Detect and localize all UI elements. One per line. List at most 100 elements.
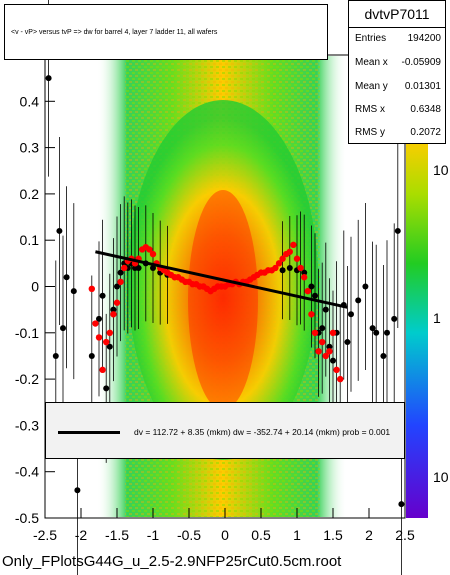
black-marker <box>45 75 52 82</box>
x-tick-label: -1 <box>147 527 160 543</box>
y-tick-label: -0.2 <box>15 371 39 387</box>
red-marker <box>286 248 293 255</box>
red-marker <box>301 274 308 281</box>
black-marker <box>103 385 110 392</box>
red-marker <box>110 311 117 318</box>
red-marker <box>308 311 315 318</box>
black-marker <box>96 315 102 322</box>
stats-row-rms-x: RMS x 0.6348 <box>355 104 441 115</box>
y-tick-label: 0 <box>31 279 39 295</box>
black-marker <box>63 274 70 281</box>
black-marker <box>348 311 354 318</box>
red-marker <box>319 338 326 346</box>
red-marker <box>272 264 279 272</box>
black-marker <box>150 264 156 271</box>
black-marker <box>56 227 63 234</box>
fit-legend-box: dv = 112.72 + 8.35 (mkm) dw = -352.74 + … <box>45 402 405 459</box>
red-marker <box>293 255 301 262</box>
red-profile-markers <box>88 241 344 383</box>
red-marker <box>92 320 99 327</box>
red-marker <box>333 366 340 374</box>
y-tick-label: 0.1 <box>20 232 40 248</box>
black-marker <box>391 315 398 322</box>
red-marker <box>322 352 329 360</box>
black-marker <box>70 288 77 295</box>
red-marker <box>113 299 121 306</box>
y-tick-label: -0.4 <box>15 464 39 480</box>
red-marker <box>337 375 344 383</box>
black-marker <box>110 306 117 313</box>
x-tick-label: 2 <box>365 527 373 543</box>
stats-label: Mean y <box>355 81 388 92</box>
fit-line <box>95 250 348 309</box>
title-box: <v - vP> versus tvP => dw for barrel 4, … <box>4 4 328 60</box>
black-marker <box>74 487 81 494</box>
x-tick-label: 0.5 <box>251 527 271 543</box>
black-marker <box>326 343 333 350</box>
black-marker <box>398 501 405 508</box>
red-marker <box>304 287 311 295</box>
x-tick-label: 1 <box>293 527 301 543</box>
y-tick-label: -0.3 <box>15 417 39 433</box>
y-tick-label: -0.1 <box>15 325 39 341</box>
black-marker <box>373 329 380 336</box>
stats-box: dvtvP7011 Entries 194200 Mean x -0.05909… <box>348 0 446 144</box>
z-color-scale <box>406 55 428 518</box>
stats-value: 0.6348 <box>410 104 441 115</box>
x-tick-label: -2 <box>75 527 88 543</box>
red-marker <box>149 250 157 258</box>
red-marker <box>103 338 110 346</box>
black-marker <box>344 339 351 346</box>
black-marker <box>88 352 95 359</box>
stats-label: RMS y <box>355 127 385 138</box>
black-marker <box>394 227 401 234</box>
red-marker <box>88 285 96 293</box>
black-marker <box>312 292 318 299</box>
red-marker <box>297 264 304 272</box>
stats-row-mean-y: Mean y 0.01301 <box>355 81 441 92</box>
x-tick-label: -0.5 <box>177 527 201 543</box>
stats-label: Mean x <box>355 57 388 68</box>
black-marker <box>355 297 362 304</box>
y-tick-label: 0.3 <box>20 140 40 156</box>
red-marker <box>117 278 124 286</box>
stats-value: 194200 <box>407 33 441 44</box>
black-marker <box>384 329 390 336</box>
red-marker <box>279 255 286 262</box>
red-marker <box>311 329 319 336</box>
y-tick-label: 0.2 <box>20 186 40 202</box>
black-marker <box>117 269 124 276</box>
stats-value: 0.01301 <box>404 81 441 92</box>
axis-ticks: -2.5 -2 -1.5 -1 -0.5 0 0.5 1 1.5 2 2.5 -0.5 -0.4 -0.3… <box>15 93 449 543</box>
black-marker <box>52 352 59 359</box>
y-tick-label: 0.4 <box>20 93 40 109</box>
red-marker <box>121 264 128 272</box>
stats-title: dvtvP7011 <box>349 1 445 28</box>
x-tick-label: -1.5 <box>105 527 129 543</box>
x-tick-label: 0 <box>221 527 229 543</box>
z-tick-label: 10 <box>433 162 449 178</box>
chart-title: <v - vP> versus tvP => dw for barrel 4, … <box>11 29 218 36</box>
black-marker <box>106 343 113 350</box>
x-tick-label: -2.5 <box>33 527 57 543</box>
black-marker <box>380 352 387 359</box>
black-marker <box>301 269 308 276</box>
red-marker <box>95 334 103 341</box>
red-marker <box>326 348 333 355</box>
red-marker <box>315 348 322 355</box>
black-marker <box>322 306 329 313</box>
z-tick-label: 10 <box>433 469 449 485</box>
z-tick-label: 1 <box>433 310 441 326</box>
stats-row-mean-x: Mean x -0.05909 <box>355 57 441 68</box>
black-marker <box>362 283 369 290</box>
stats-row-entries: Entries 194200 <box>355 33 441 44</box>
x-tick-label: 1.5 <box>323 527 343 543</box>
red-marker <box>290 241 297 249</box>
red-marker <box>106 329 114 336</box>
black-marker <box>135 264 142 271</box>
black-profile-markers <box>45 75 405 508</box>
black-marker <box>330 357 336 364</box>
black-marker <box>279 267 286 274</box>
fit-legend-text: dv = 112.72 + 8.35 (mkm) dw = -352.74 + … <box>134 427 391 437</box>
black-marker <box>308 283 315 290</box>
